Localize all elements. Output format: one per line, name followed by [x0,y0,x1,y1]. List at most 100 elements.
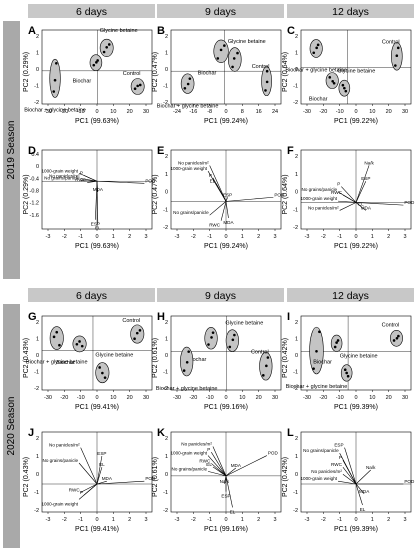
column-header-label: 9 days [205,6,236,18]
group-label: Biochar + glycine betaine [26,360,88,366]
y-tick-label: -0.8 [30,189,39,195]
loading-label: POD [404,479,415,484]
group-label: Biochar [313,360,332,366]
y-axis-label: PC2 (0.61%) [152,338,159,378]
data-point [101,371,104,375]
group-label: Glycine betaine [95,353,133,359]
loading-vector [80,483,98,493]
data-point [133,337,136,340]
y-tick-label: 1 [295,454,298,460]
x-tick-label: 3 [144,517,147,523]
y-tick-label: -1 [163,490,168,496]
y-tick-label: -2 [293,386,298,392]
loading-label: POD [268,451,279,456]
x-tick-label: 30 [143,109,149,115]
loading-label: RWC [199,458,211,463]
y-tick-label: -2 [163,100,168,106]
x-axis-label: PC1 (99.16%) [204,526,248,533]
season-label: 2019 Season [6,121,17,180]
loading-label: No panicles/m² [181,442,212,447]
data-point [315,349,318,353]
y-tick-label: -1.2 [30,201,39,207]
loading-label: POD [404,200,415,205]
x-tick-label: 20 [386,109,392,115]
y-tick-label: 1 [295,337,298,343]
x-tick-label: -3 [175,517,180,523]
panel-letter: G [28,311,37,323]
y-tick-label: 0 [36,164,39,170]
x-tick-label: -30 [44,109,52,115]
y-tick-label: -0.4 [30,176,39,182]
data-point [265,69,269,73]
y-tick-label: -1 [163,207,168,213]
x-tick-label: -2 [62,517,67,523]
x-tick-label: 30 [402,109,408,115]
loading-label: ESP [223,192,232,197]
x-tick-label: -30 [303,109,311,115]
x-tick-label: 16 [256,109,262,115]
y-axis-label: PC2 (0.42%) [282,338,289,378]
x-tick-label: 0 [95,395,98,401]
x-tick-label: 24 [272,109,278,115]
y-tick-label: 0 [165,353,168,359]
x-tick-label: -10 [77,109,85,115]
loading-label: No grains/panicle [43,458,79,463]
data-point [52,90,56,93]
x-tick-label: 0 [95,109,98,115]
x-tick-label: 30 [402,395,408,401]
x-tick-label: -2 [321,234,326,240]
column-header-bg [157,4,284,18]
data-point [103,376,107,379]
column-header-label: 12 days [332,290,369,302]
loading-vector [355,483,365,494]
loading-vector [225,197,228,202]
x-tick-label: -1 [337,517,342,523]
loading-label: P [80,490,83,495]
loading-label: ESP [97,451,106,456]
loading-vector [209,201,227,216]
loading-vector [355,483,363,506]
loading-label: P [80,170,83,175]
loading-vector [342,194,357,203]
y-tick-label: 0 [165,67,168,73]
group-label: Control [252,64,270,70]
y-tick-label: -1.6 [30,213,39,219]
loading-label: EL [206,462,212,467]
data-point [98,366,101,369]
x-tick-label: 1 [241,234,244,240]
x-tick-label: -3 [305,234,310,240]
panel-letter: B [157,25,165,37]
y-tick-label: -2 [34,100,39,106]
x-tick-label: -2 [62,234,67,240]
x-tick-label: 0 [224,109,227,115]
x-tick-label: 20 [127,395,133,401]
y-axis-label: PC2 (0.29%) [23,52,30,92]
loading-label: RWC [331,190,343,195]
loading-vector [96,181,99,224]
loading-vector [80,180,98,182]
y-axis-label: PC2 (0.29%) [23,174,30,214]
data-point [392,339,396,342]
loading-label: 1000-grain weight [301,196,338,201]
data-point [78,340,81,343]
loading-vector [337,480,357,485]
y-tick-label: -2 [163,225,168,231]
data-point [395,54,399,57]
data-point [312,367,315,370]
data-point [231,65,234,69]
loading-vector [225,455,267,477]
y-tick-label: -1 [163,370,168,376]
loading-label: 1000-grain weight [301,476,338,481]
y-axis-label: PC2 (0.43%) [23,457,30,497]
x-tick-label: 0 [354,395,357,401]
panel-letter: A [28,25,36,37]
data-point [341,83,345,87]
panel-E: E -3 -2 -1 0 1 2 3 PC1 (99.24%) PC2 (0.47%) 2 1 0 -1 -… [152,145,285,250]
x-tick-label: 30 [143,395,149,401]
loading-label: No grains/panicle [303,448,339,453]
y-tick-label: -2 [163,386,168,392]
group-label: Biochar [188,357,207,363]
group-label: Biochar + glycine betaine [156,386,218,392]
group-label: Biochar + glycine betaine [24,107,86,113]
y-tick-label: 0 [36,353,39,359]
